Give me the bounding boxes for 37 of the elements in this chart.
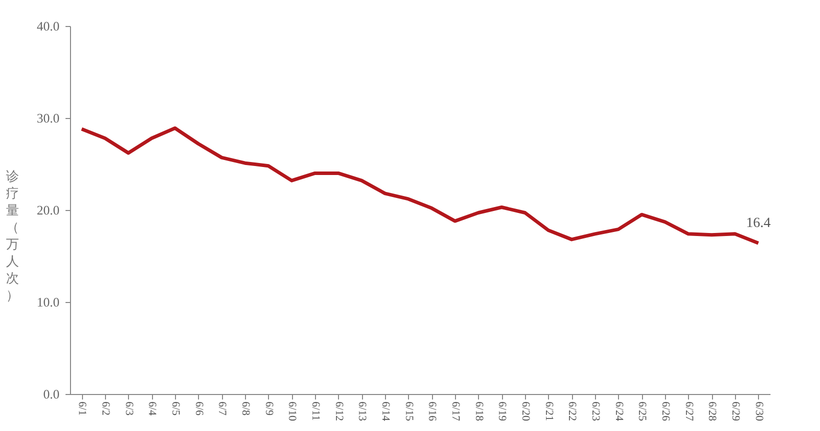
x-tick-label: 6/14 [380, 402, 392, 422]
x-tick-label: 6/12 [332, 402, 345, 422]
x-tick-label: 6/29 [730, 402, 742, 422]
x-tick-label: 6/7 [216, 402, 228, 416]
y-tick-label: 0.0 [43, 386, 60, 402]
x-tick-label: 6/1 [76, 402, 88, 416]
x-tick-label: 6/20 [520, 402, 532, 422]
x-tick-label: 6/25 [636, 402, 648, 422]
y-axis-title: 诊疗量（万人次） [6, 168, 19, 302]
x-tick-label: 6/18 [472, 402, 485, 422]
x-tick-label: 6/27 [682, 402, 695, 422]
x-tick-label: 6/22 [566, 402, 578, 422]
y-tick-label: 10.0 [36, 294, 60, 310]
x-tick-label: 6/10 [286, 402, 298, 422]
x-tick-label: 6/6 [192, 402, 205, 416]
x-tick-label: 6/13 [356, 402, 368, 422]
x-tick-label: 6/19 [496, 402, 508, 422]
x-tick-label: 6/24 [612, 402, 625, 422]
data-label: 16.4 [746, 216, 771, 232]
x-tick-label: 6/16 [426, 402, 438, 422]
y-tick-label: 20.0 [36, 202, 60, 218]
x-tick-label: 6/4 [146, 402, 158, 416]
x-tick-label: 6/28 [706, 402, 718, 422]
x-tick-label: 6/23 [590, 402, 602, 422]
x-tick-label: 6/26 [660, 402, 672, 422]
x-tick-label: 6/2 [100, 402, 112, 416]
x-tick-label: 6/9 [262, 402, 275, 416]
x-tick-label: 6/30 [752, 402, 765, 422]
x-tick-label: 6/17 [450, 402, 462, 422]
x-tick-label: 6/3 [122, 402, 135, 416]
x-tick-label: 6/15 [402, 402, 415, 422]
y-tick-label: 40.0 [36, 18, 60, 34]
x-tick-label: 6/21 [542, 402, 555, 422]
x-tick-label: 6/11 [310, 402, 322, 421]
x-tick-label: 6/8 [240, 402, 252, 416]
x-tick-label: 6/5 [170, 402, 182, 416]
y-tick-label: 30.0 [36, 110, 60, 126]
